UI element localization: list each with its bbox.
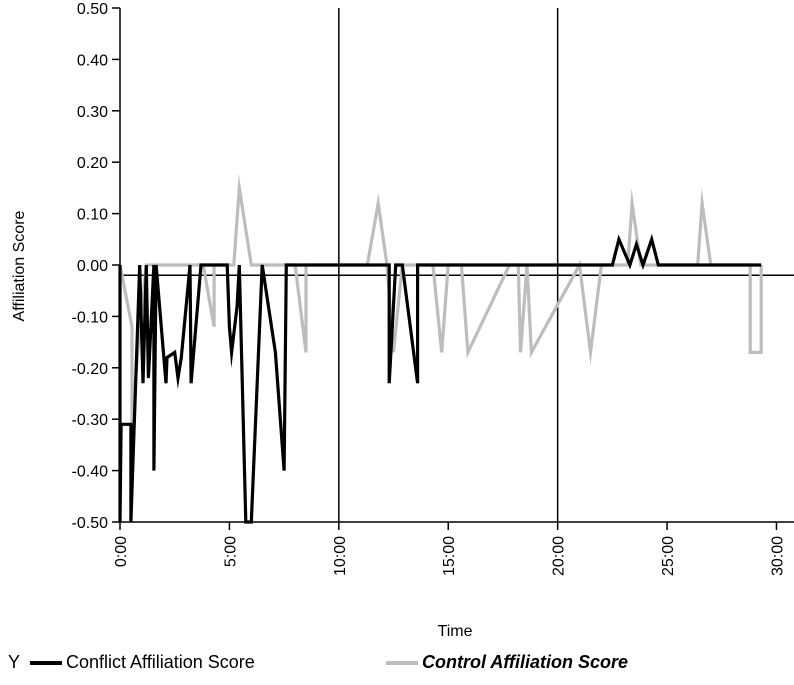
legend-item-control: Control Affiliation Score <box>386 652 628 673</box>
x-tick-label: 0:00 <box>113 536 130 567</box>
series-line-conflict <box>118 233 762 524</box>
x-tick-label: 10:00 <box>332 536 349 576</box>
y-tick-label: -0.50 <box>72 515 109 532</box>
x-tick-label: 25:00 <box>660 536 677 576</box>
y-tick-label: 0.40 <box>77 52 108 69</box>
legend: Y Conflict Affiliation Score Control Aff… <box>0 652 794 682</box>
affiliation-chart: -0.50 -0.40 -0.30 -0.20 -0.10 0.00 0.10 0.20 0.3… <box>11 1 794 640</box>
y-tick-label: -0.20 <box>72 361 109 378</box>
x-tick-label: 30:00 <box>769 536 786 576</box>
y-tick-label: 0.30 <box>77 104 108 121</box>
y-axis-title: Affiliation Score <box>11 210 28 321</box>
legend-prefix-label: Y <box>8 652 21 672</box>
x-tick-label: 20:00 <box>551 536 568 576</box>
y-tick-label: 0.10 <box>77 207 108 224</box>
x-axis-ticks: 0:00 5:00 10:00 15:00 20:00 25:00 30:00 <box>113 522 786 576</box>
x-tick-label: 15:00 <box>441 536 458 576</box>
legend-swatch-conflict <box>30 660 62 665</box>
y-tick-label: 0.50 <box>77 1 108 18</box>
x-tick-label: 5:00 <box>222 536 239 567</box>
legend-prefix: Y <box>8 652 20 673</box>
y-axis-ticks: -0.50 -0.40 -0.30 -0.20 -0.10 0.00 0.10 0.20 0.3… <box>72 1 120 532</box>
series-layer <box>118 173 763 524</box>
legend-swatch-control <box>386 660 418 665</box>
y-tick-label: -0.10 <box>72 309 109 326</box>
x-axis-title: Time <box>438 623 473 640</box>
y-tick-label: 0.20 <box>77 155 108 172</box>
series-line-control <box>118 173 763 425</box>
y-tick-label: -0.40 <box>72 464 109 481</box>
legend-label-conflict: Conflict Affiliation Score <box>66 652 255 672</box>
y-tick-label: -0.30 <box>72 412 109 429</box>
legend-label-control: Control Affiliation Score <box>422 652 629 672</box>
y-tick-label: 0.00 <box>77 258 108 275</box>
legend-item-conflict: Conflict Affiliation Score <box>30 652 255 673</box>
